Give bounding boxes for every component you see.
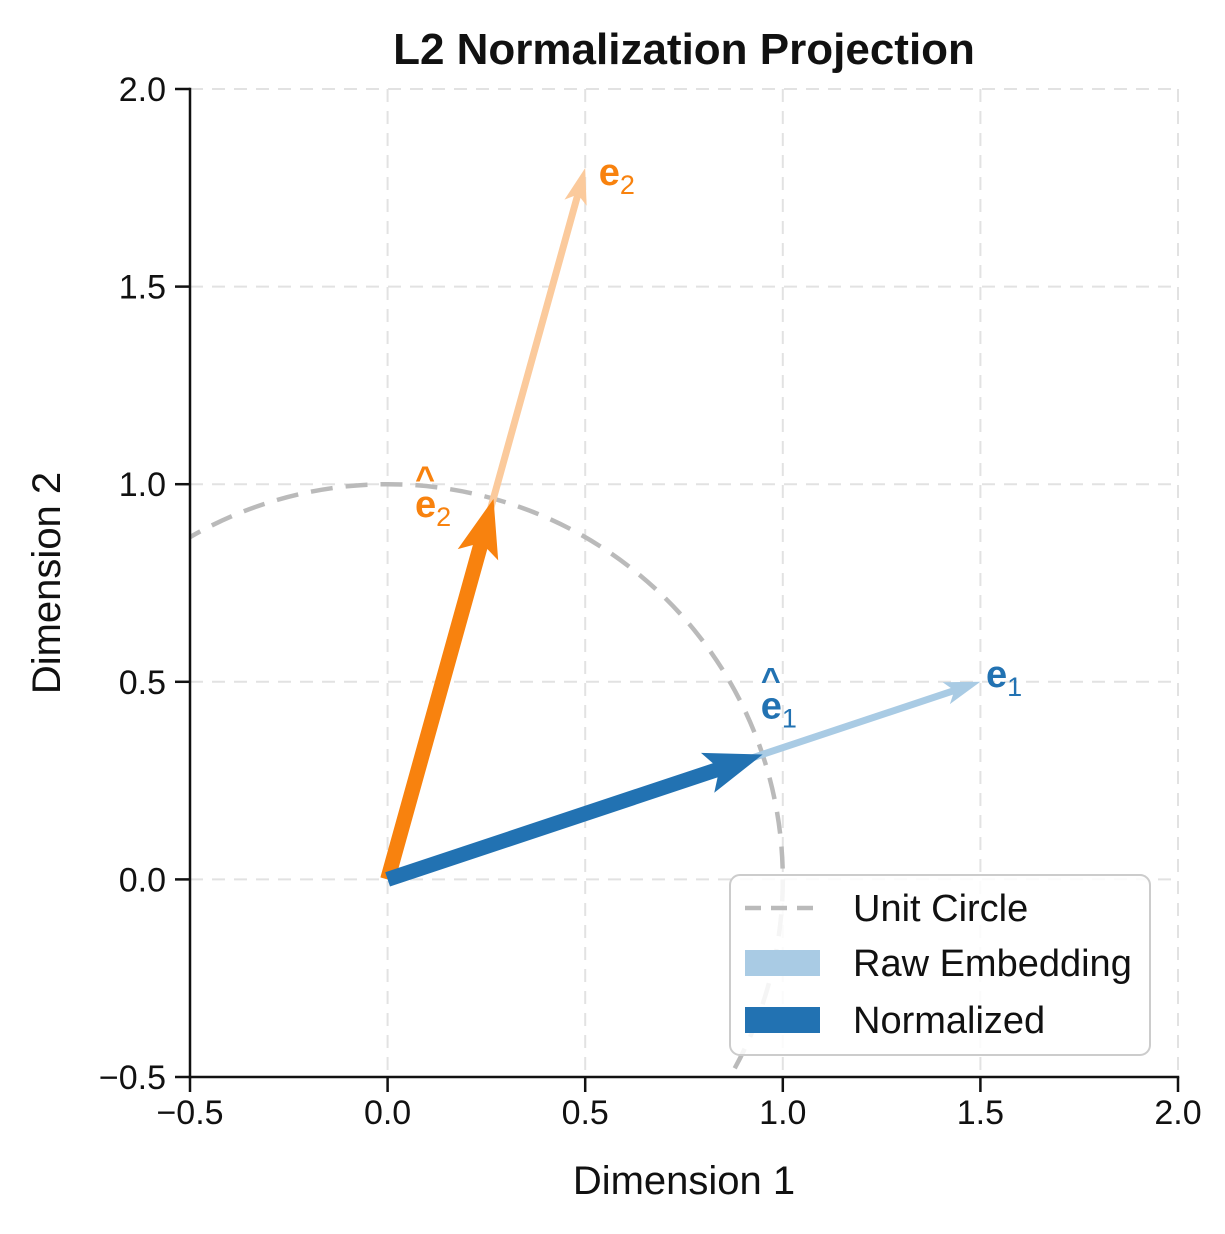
vector-label-e2-normalized: e2 (415, 484, 451, 532)
y-tick-label: 0.5 (119, 664, 166, 702)
x-tick-label: 2.0 (1154, 1094, 1201, 1132)
y-tick-label: 1.5 (119, 269, 166, 307)
vector-label-e1-normalized: e1 (761, 686, 797, 734)
legend-item-label: Raw Embedding (853, 943, 1132, 985)
x-tick-label: 1.0 (759, 1094, 806, 1132)
vector-label-subscript: 1 (1007, 672, 1022, 702)
chart-title: L2 Normalization Projection (393, 25, 975, 74)
vector-label-e1-raw: e1 (986, 654, 1022, 702)
vector-label-e2-raw: e2 (599, 152, 635, 200)
vector-label-subscript: 1 (782, 704, 797, 734)
legend-swatch-patch (745, 1007, 820, 1033)
vector-label-subscript: 2 (436, 502, 451, 532)
vector-label-hat: ^ (761, 662, 781, 700)
vector-label-base: e (986, 654, 1007, 696)
x-tick-label: 1.5 (957, 1094, 1004, 1132)
y-axis-label: Dimension 2 (25, 472, 69, 694)
vector-e2-normalized (380, 498, 499, 882)
legend: Unit Circle Raw Embedding Normalized (729, 874, 1151, 1056)
x-tick-label: 0.5 (562, 1094, 609, 1132)
vector-label-base: e (599, 152, 620, 194)
x-tick-label: −0.5 (156, 1094, 223, 1132)
vector-label-hat: ^ (415, 460, 435, 498)
vector-label-base: e (761, 686, 782, 728)
spines (188, 87, 1180, 1079)
vector-e1-normalized (385, 752, 763, 887)
tick-marks (175, 87, 1180, 1092)
legend-box (729, 874, 1151, 1056)
legend-swatch-patch (745, 950, 820, 976)
vector-label-subscript: 2 (620, 170, 635, 200)
x-tick-label: 0.0 (364, 1094, 411, 1132)
x-axis-label: Dimension 1 (573, 1159, 795, 1203)
y-tick-label: 1.0 (119, 466, 166, 504)
legend-item-label: Normalized (853, 1000, 1045, 1042)
legend-item-label: Unit Circle (853, 888, 1028, 930)
gridlines (189, 88, 1179, 1078)
vector-label-base: e (415, 484, 436, 526)
y-tick-label: 2.0 (119, 71, 166, 109)
y-tick-label: −0.5 (99, 1059, 166, 1097)
y-tick-label: 0.0 (119, 861, 166, 899)
